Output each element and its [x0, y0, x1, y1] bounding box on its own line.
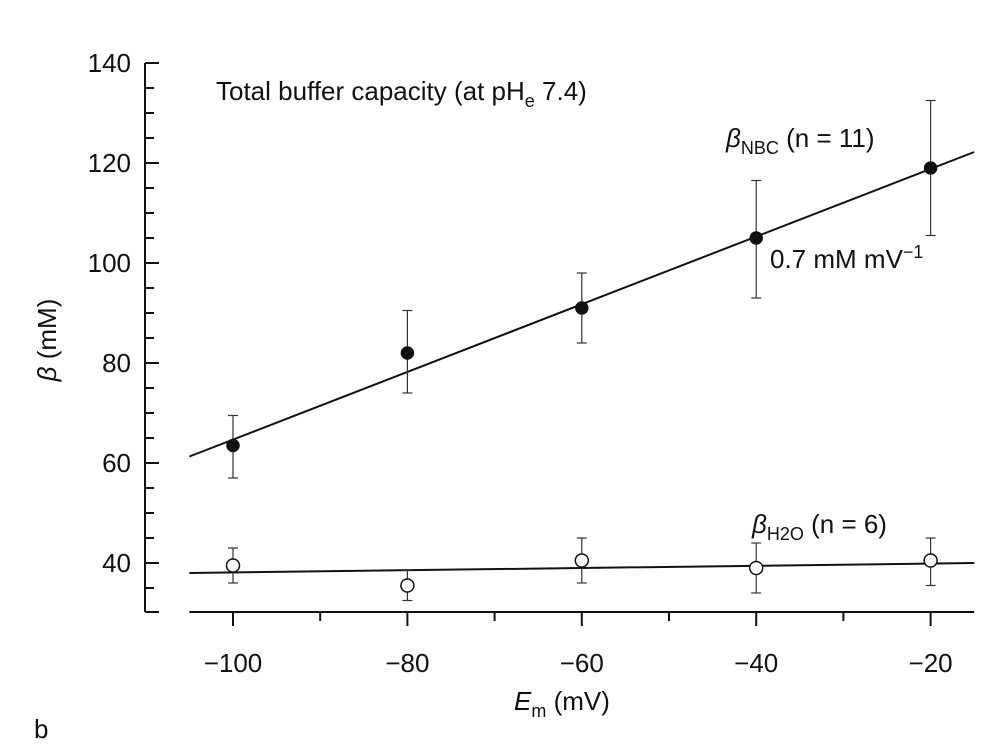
- h2o-data-point: [400, 578, 415, 593]
- x-tick-label: −60: [560, 648, 604, 678]
- h2o-series-label: βH2O (n = 6): [751, 509, 887, 544]
- h2o-data-point: [748, 560, 764, 576]
- panel-label: b: [34, 714, 48, 744]
- nbc-data-point: [226, 438, 240, 453]
- h2o-data-point: [574, 553, 590, 568]
- x-tick-label: −20: [909, 648, 953, 678]
- x-axis-label: Em (mV): [514, 686, 610, 721]
- x-tick-label: −40: [734, 648, 778, 678]
- y-tick-label: 80: [102, 348, 131, 378]
- h2o-data-point: [225, 558, 241, 573]
- y-tick-label: 40: [102, 548, 131, 578]
- axes: 40 60 80 100 120 140 −100 −80 −60 −40 −20: [88, 48, 975, 678]
- nbc-data-point: [400, 346, 415, 360]
- nbc-data-point: [749, 231, 763, 245]
- slope-annotation: 0.7 mM mV−1: [770, 242, 923, 274]
- data-marks: [189, 99, 975, 602]
- y-tick-label: 100: [88, 248, 131, 278]
- nbc-data-point: [923, 161, 938, 175]
- x-tick-label: −80: [385, 648, 429, 678]
- y-tick-label: 140: [88, 48, 131, 78]
- h2o-data-point: [923, 553, 938, 568]
- y-tick-label: 60: [102, 448, 131, 478]
- x-tick-label: −100: [204, 648, 263, 678]
- chart-title: Total buffer capacity (at pHe 7.4): [216, 76, 587, 111]
- y-tick-label: 120: [88, 148, 131, 178]
- y-axis-label: β (mM): [32, 299, 62, 383]
- nbc-data-point: [575, 301, 589, 315]
- nbc-series-label: βNBC (n = 11): [725, 123, 875, 158]
